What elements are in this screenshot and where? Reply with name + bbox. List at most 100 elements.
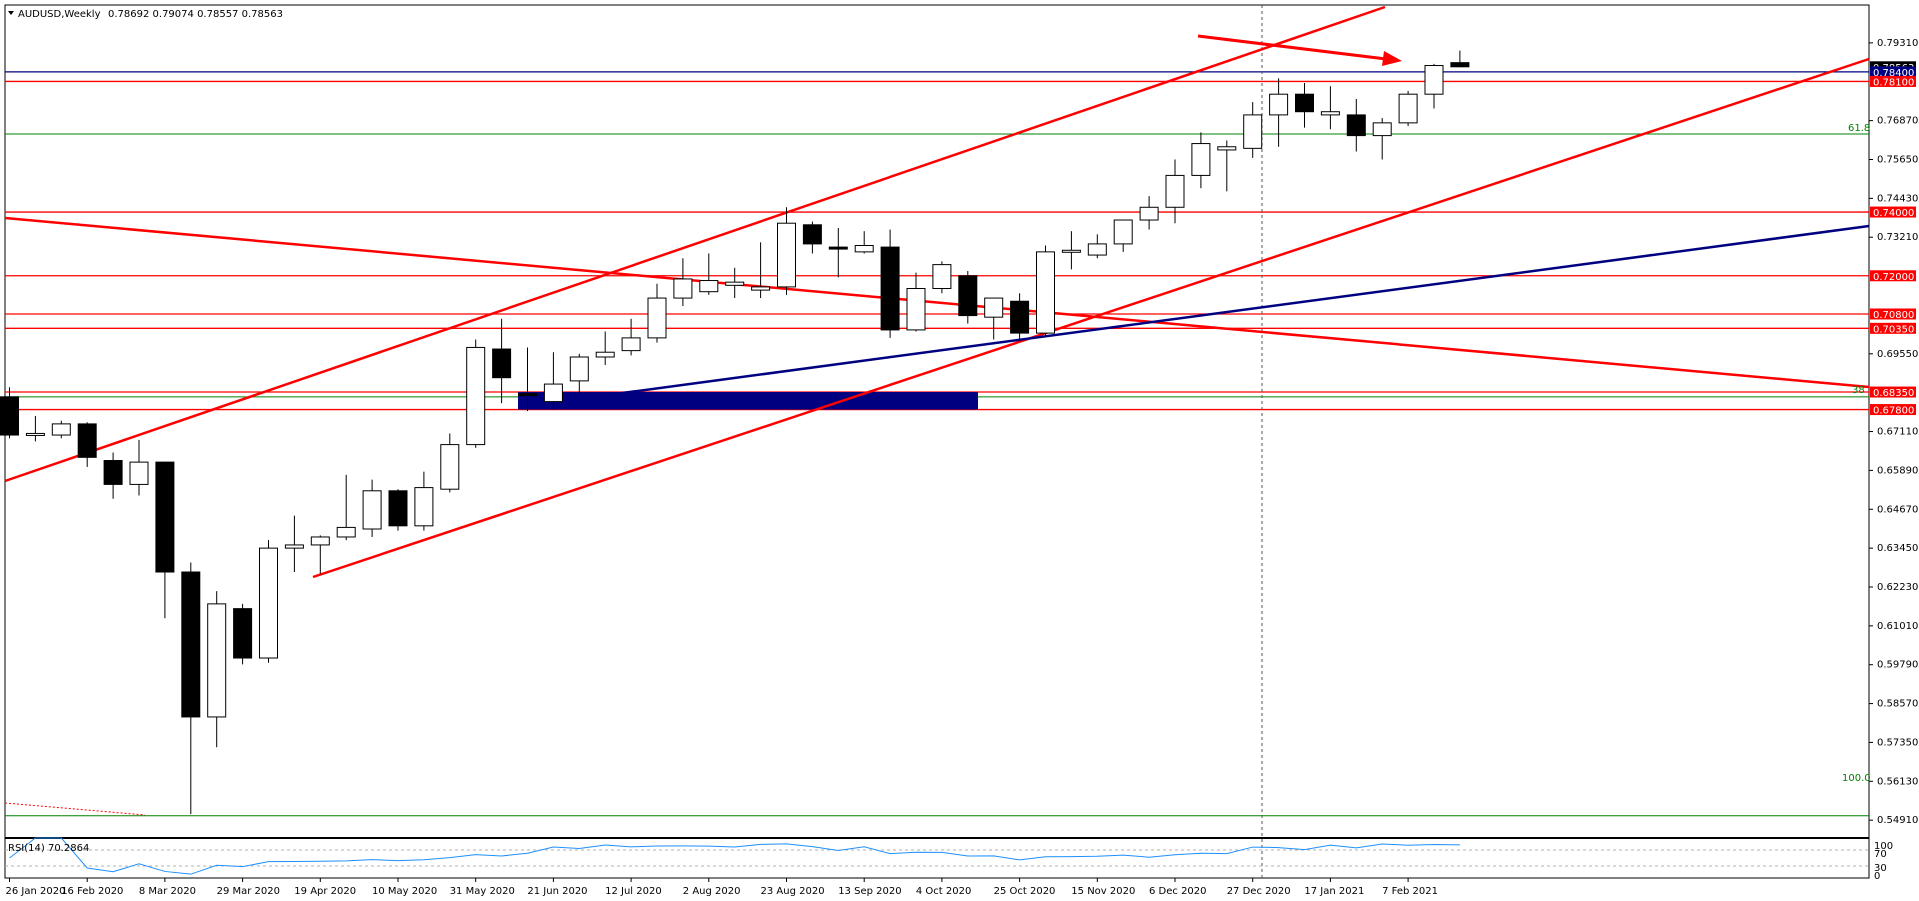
candle-body xyxy=(129,461,149,485)
y-tick-label: 0.61010 xyxy=(1877,621,1918,632)
price-level-label: 0.70350 xyxy=(1873,324,1914,335)
descending-line xyxy=(4,216,1870,389)
x-tick-label: 17 Jan 2021 xyxy=(1304,886,1364,897)
x-tick-label: 21 Jun 2020 xyxy=(527,886,587,897)
candle-body xyxy=(1269,93,1289,116)
rsi-level-70: 70 xyxy=(1874,849,1887,860)
y-tick-label: 0.69550 xyxy=(1877,349,1918,360)
candle-body xyxy=(569,356,589,382)
price-level-tag xyxy=(1870,75,1916,87)
arrow-line xyxy=(1197,34,1387,61)
candle-body xyxy=(802,224,822,245)
rsi-line xyxy=(9,837,1460,875)
x-tick-label: 8 Mar 2020 xyxy=(139,886,196,897)
candle-body xyxy=(25,432,45,436)
x-tick-label: 12 Jul 2020 xyxy=(605,886,662,897)
price-level-tag xyxy=(1870,322,1916,334)
y-tick-label: 0.59790 xyxy=(1877,660,1918,671)
candle-body xyxy=(699,280,719,293)
x-tick-label: 15 Nov 2020 xyxy=(1071,886,1135,897)
candle-body xyxy=(233,608,253,659)
price-level-label: 0.70800 xyxy=(1873,310,1914,321)
candle-body xyxy=(414,487,434,527)
main-panel-frame xyxy=(4,4,1870,839)
y-tick-label: 0.79310 xyxy=(1877,38,1918,49)
y-tick-label: 0.75650 xyxy=(1877,154,1918,165)
y-tick-label: 0.64670 xyxy=(1877,504,1918,515)
x-tick-label: 29 Mar 2020 xyxy=(217,886,280,897)
candle-body xyxy=(336,526,356,538)
x-tick-label: 19 Apr 2020 xyxy=(294,886,356,897)
navy-trend-line xyxy=(517,224,1870,409)
candle-body xyxy=(958,275,978,317)
x-tick-label: 2 Aug 2020 xyxy=(683,886,741,897)
candle-body xyxy=(1320,111,1340,116)
x-tick-label: 4 Oct 2020 xyxy=(916,886,971,897)
candle-body xyxy=(1010,300,1030,334)
candle-body xyxy=(880,246,900,331)
y-tick-label: 0.63450 xyxy=(1877,543,1918,554)
candle-body xyxy=(751,286,771,291)
rsi-panel-frame xyxy=(4,837,1870,879)
candle-body xyxy=(828,246,848,250)
candle-body xyxy=(673,278,693,299)
symbol-label: AUDUSD,Weekly xyxy=(18,9,101,20)
candle-body xyxy=(984,297,1004,318)
candle-body xyxy=(103,460,123,485)
fib-label-100: 100.0 xyxy=(1842,773,1871,784)
ohlc-label: 0.78692 0.79074 0.78557 0.78563 xyxy=(108,9,283,20)
candle-body xyxy=(1036,251,1055,334)
y-tick-label: 0.67110 xyxy=(1877,427,1918,438)
y-tick-label: 0.76870 xyxy=(1877,116,1918,127)
channel-lower-line xyxy=(312,57,1870,579)
candle-body xyxy=(440,444,460,490)
candle-body xyxy=(1346,114,1366,137)
x-tick-label: 10 May 2020 xyxy=(372,886,437,897)
candle-body xyxy=(362,490,382,530)
candle-body xyxy=(77,423,97,458)
candle-body xyxy=(1165,174,1185,208)
candle-body xyxy=(51,423,71,436)
candle-body xyxy=(492,348,512,379)
y-tick-label: 0.65890 xyxy=(1877,465,1918,476)
x-tick-label: 16 Feb 2020 xyxy=(61,886,123,897)
price-level-tag xyxy=(1870,308,1916,320)
candle-body xyxy=(1217,146,1237,151)
candle-body xyxy=(543,383,563,403)
price-level-label: 0.68350 xyxy=(1873,388,1914,399)
candle-body xyxy=(1191,143,1211,176)
candle-body xyxy=(777,222,796,288)
x-tick-label: 25 Oct 2020 xyxy=(994,886,1056,897)
collapse-triangle-icon[interactable] xyxy=(8,11,14,15)
rsi-level-0: 0 xyxy=(1874,871,1880,882)
price-level-label: 0.74000 xyxy=(1873,208,1914,219)
candle-body xyxy=(1295,93,1314,113)
fib-label-618: 61.8 xyxy=(1848,123,1870,134)
x-tick-label: 27 Dec 2020 xyxy=(1227,886,1291,897)
price-level-tag xyxy=(1870,206,1916,218)
price-level-tag xyxy=(1870,270,1916,282)
y-tick-label: 0.58570 xyxy=(1877,699,1918,710)
dotted-trend-line xyxy=(4,802,146,816)
candle-body xyxy=(621,337,641,352)
candle-body xyxy=(647,297,667,339)
candle-body xyxy=(1113,219,1133,245)
candle-body xyxy=(1139,206,1159,221)
candle-body xyxy=(1424,65,1444,95)
candle-body xyxy=(518,393,537,397)
candle-body xyxy=(155,461,175,573)
candle-body xyxy=(906,288,926,331)
candle-body xyxy=(0,396,19,436)
price-level-tag xyxy=(1870,66,1916,78)
x-tick-label: 7 Feb 2021 xyxy=(1382,886,1438,897)
candle-body xyxy=(854,245,874,253)
y-tick-label: 0.74430 xyxy=(1877,193,1918,204)
rsi-level-100: 100 xyxy=(1874,841,1893,852)
candle-body xyxy=(725,281,745,286)
candle-body xyxy=(181,571,201,718)
y-tick-label: 0.73210 xyxy=(1877,232,1918,243)
candle-body xyxy=(207,603,227,718)
rsi-level-30: 30 xyxy=(1874,863,1887,874)
x-tick-label: 26 Jan 2020 xyxy=(6,886,66,897)
